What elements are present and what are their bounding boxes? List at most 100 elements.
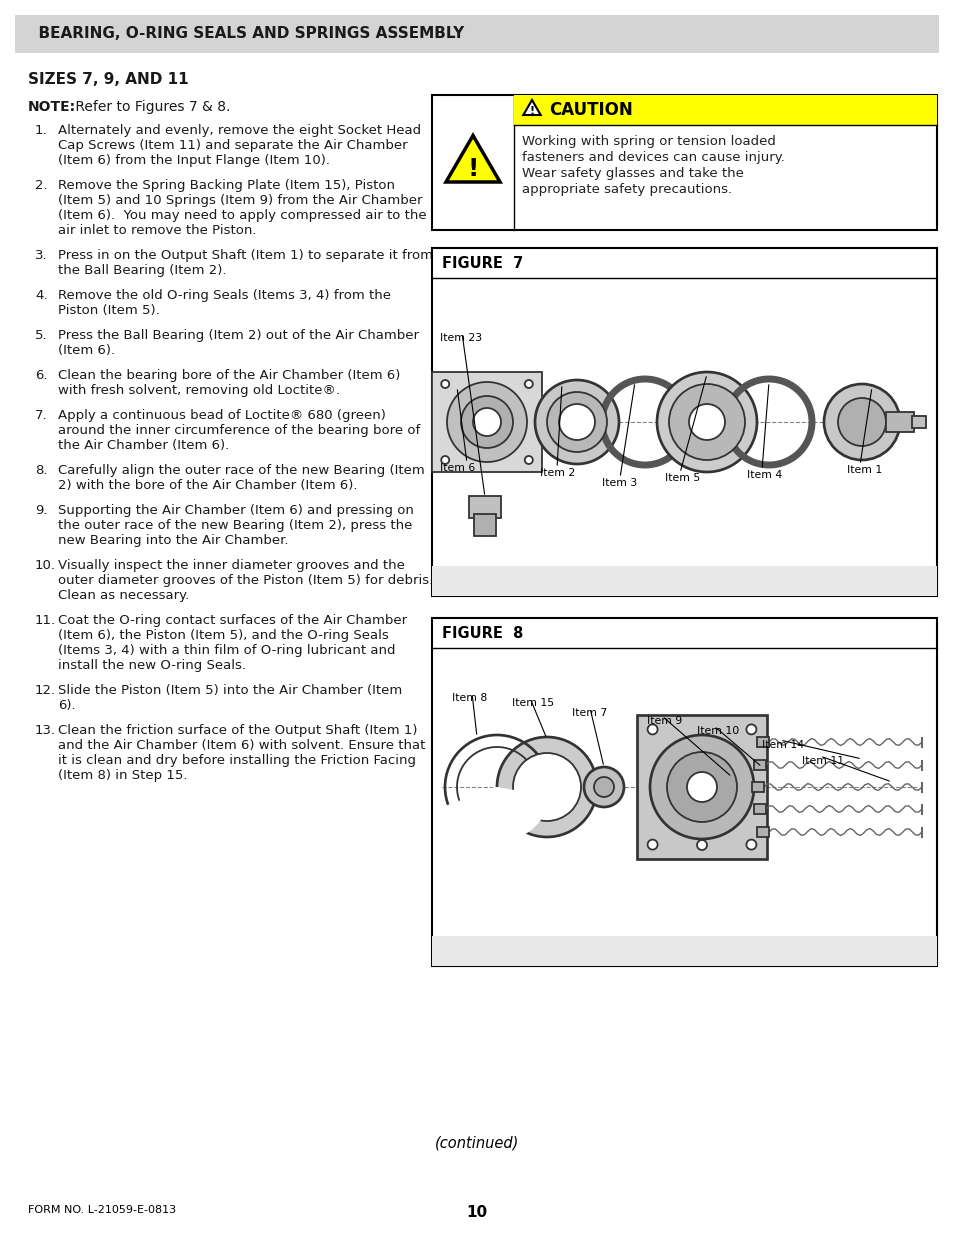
Circle shape (823, 384, 899, 459)
Bar (753, 804, 765, 814)
Circle shape (440, 380, 449, 388)
Text: 3.: 3. (35, 249, 48, 262)
Text: Remove the Spring Backing Plate (Item 15), Piston: Remove the Spring Backing Plate (Item 15… (58, 179, 395, 191)
Circle shape (524, 456, 532, 464)
Text: appropriate safety precautions.: appropriate safety precautions. (521, 183, 731, 196)
FancyBboxPatch shape (469, 496, 500, 517)
Polygon shape (446, 136, 499, 182)
Text: 5.: 5. (35, 329, 48, 342)
Circle shape (666, 752, 737, 823)
Circle shape (440, 456, 449, 464)
Text: Slide the Piston (Item 5) into the Air Chamber (Item: Slide the Piston (Item 5) into the Air C… (58, 684, 402, 697)
FancyBboxPatch shape (637, 715, 766, 860)
Text: 7.: 7. (35, 409, 48, 422)
Text: Coat the O-ring contact surfaces of the Air Chamber: Coat the O-ring contact surfaces of the … (58, 614, 407, 627)
Text: FIGURE  8: FIGURE 8 (441, 625, 523, 641)
Text: Cap Screws (Item 11) and separate the Air Chamber: Cap Screws (Item 11) and separate the Ai… (58, 140, 407, 152)
Text: Supporting the Air Chamber (Item 6) and pressing on: Supporting the Air Chamber (Item 6) and … (58, 504, 414, 517)
Circle shape (524, 380, 532, 388)
Bar (432, 936, 936, 966)
Text: Item 11: Item 11 (801, 756, 843, 766)
Text: install the new O-ring Seals.: install the new O-ring Seals. (58, 659, 246, 672)
Text: (Items 3, 4) with a thin film of O-ring lubricant and: (Items 3, 4) with a thin film of O-ring … (58, 643, 395, 657)
Circle shape (473, 408, 500, 436)
Text: 8.: 8. (35, 464, 48, 477)
Text: NOTE:: NOTE: (28, 100, 76, 114)
Text: Clean the friction surface of the Output Shaft (Item 1): Clean the friction surface of the Output… (58, 724, 417, 737)
Bar (432, 618, 936, 966)
FancyBboxPatch shape (432, 372, 541, 472)
Text: Item 4: Item 4 (746, 471, 781, 480)
Bar (514, 95, 936, 125)
Text: 6).: 6). (58, 699, 75, 713)
Circle shape (460, 396, 513, 448)
Text: Visually inspect the inner diameter grooves and the: Visually inspect the inner diameter groo… (58, 559, 404, 572)
FancyBboxPatch shape (474, 514, 496, 536)
Text: (Item 6).: (Item 6). (58, 345, 115, 357)
Bar (757, 827, 768, 837)
Text: 1.: 1. (35, 124, 48, 137)
Text: Item 3: Item 3 (601, 478, 637, 488)
Bar (432, 248, 936, 597)
Bar (15, 15, 938, 53)
Text: 10.: 10. (35, 559, 56, 572)
Text: Item 15: Item 15 (512, 698, 554, 708)
Text: Item 10: Item 10 (697, 726, 739, 736)
Text: the Air Chamber (Item 6).: the Air Chamber (Item 6). (58, 438, 229, 452)
Text: Piston (Item 5).: Piston (Item 5). (58, 304, 159, 317)
Text: !: ! (467, 158, 478, 182)
Circle shape (513, 753, 580, 821)
Circle shape (668, 384, 744, 459)
Text: Working with spring or tension loaded: Working with spring or tension loaded (521, 135, 775, 148)
Text: Apply a continuous bead of Loctite® 680 (green): Apply a continuous bead of Loctite® 680 … (58, 409, 385, 422)
Text: Item 2: Item 2 (539, 468, 575, 478)
Circle shape (745, 840, 756, 850)
Text: 10: 10 (466, 1205, 487, 1220)
Text: Item 23: Item 23 (439, 333, 481, 343)
Text: (continued): (continued) (435, 1135, 518, 1150)
Circle shape (657, 372, 757, 472)
Circle shape (497, 737, 597, 837)
Bar (751, 782, 763, 792)
Circle shape (594, 777, 614, 797)
Bar (911, 416, 925, 429)
Circle shape (535, 380, 618, 464)
Wedge shape (445, 787, 548, 842)
Text: 13.: 13. (35, 724, 56, 737)
Text: 11.: 11. (35, 614, 56, 627)
Text: 4.: 4. (35, 289, 48, 303)
Polygon shape (523, 100, 540, 115)
Text: !: ! (529, 106, 534, 116)
Text: CAUTION: CAUTION (548, 101, 632, 119)
Text: (Item 8) in Step 15.: (Item 8) in Step 15. (58, 769, 188, 782)
Text: Carefully align the outer race of the new Bearing (Item: Carefully align the outer race of the ne… (58, 464, 424, 477)
Text: 2) with the bore of the Air Chamber (Item 6).: 2) with the bore of the Air Chamber (Ite… (58, 479, 357, 492)
Circle shape (583, 767, 623, 806)
Text: with fresh solvent, removing old Loctite®.: with fresh solvent, removing old Loctite… (58, 384, 339, 396)
Text: Item 5: Item 5 (664, 473, 700, 483)
Text: 2.: 2. (35, 179, 48, 191)
Bar (432, 566, 936, 597)
Circle shape (688, 404, 724, 440)
Text: 9.: 9. (35, 504, 48, 517)
Circle shape (546, 391, 606, 452)
Text: Refer to Figures 7 & 8.: Refer to Figures 7 & 8. (71, 100, 230, 114)
Bar (885, 412, 913, 432)
Text: Press the Ball Bearing (Item 2) out of the Air Chamber: Press the Ball Bearing (Item 2) out of t… (58, 329, 418, 342)
Text: 12.: 12. (35, 684, 56, 697)
Text: the outer race of the new Bearing (Item 2), press the: the outer race of the new Bearing (Item … (58, 519, 412, 532)
Circle shape (686, 772, 717, 802)
Text: around the inner circumference of the bearing bore of: around the inner circumference of the be… (58, 424, 420, 437)
Text: Item 6: Item 6 (439, 463, 475, 473)
Text: the Ball Bearing (Item 2).: the Ball Bearing (Item 2). (58, 264, 226, 277)
Circle shape (647, 840, 657, 850)
Text: BEARING, O-RING SEALS AND SPRINGS ASSEMBLY: BEARING, O-RING SEALS AND SPRINGS ASSEMB… (28, 26, 464, 42)
Text: Item 8: Item 8 (452, 693, 487, 703)
Text: fasteners and devices can cause injury.: fasteners and devices can cause injury. (521, 151, 784, 164)
Text: SIZES 7, 9, AND 11: SIZES 7, 9, AND 11 (28, 72, 189, 86)
Circle shape (837, 398, 885, 446)
Text: Item 1: Item 1 (846, 466, 882, 475)
Text: Clean as necessary.: Clean as necessary. (58, 589, 189, 601)
Text: (Item 6) from the Input Flange (Item 10).: (Item 6) from the Input Flange (Item 10)… (58, 154, 330, 167)
Circle shape (647, 725, 657, 735)
